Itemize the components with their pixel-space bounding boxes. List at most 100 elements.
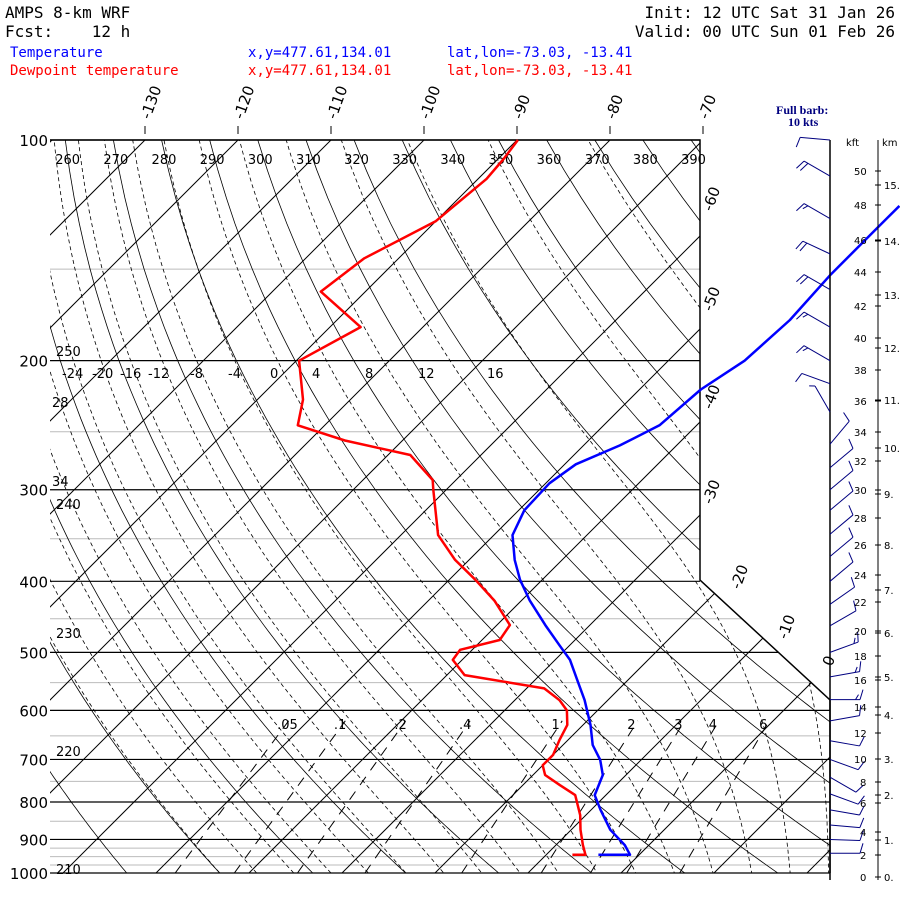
wind-barb (809, 385, 831, 413)
moist-adiabat (50, 140, 420, 873)
moist-adiabat (487, 140, 830, 873)
moist-adiabat-label: -20 (92, 367, 113, 382)
wind-barb (829, 527, 854, 557)
barb-feather (855, 784, 864, 793)
dry-adiabat-label: 380 (633, 153, 658, 168)
isotherm-label: -100 (416, 83, 445, 121)
isotherm-side-label: -60 (699, 184, 724, 213)
moist-adiabat-label: -24 (62, 367, 83, 382)
barb-shaft (803, 160, 831, 177)
dry-adiabat (257, 140, 830, 873)
barb-feather (857, 795, 865, 805)
barb-shaft (829, 776, 857, 793)
legend-temperature-name: Temperature (10, 45, 103, 61)
mixing-ratio-label: .05 (277, 718, 298, 733)
legend-dewpoint-name: Dewpoint temperature (10, 63, 179, 79)
moist-adiabat-label: -4 (228, 367, 241, 382)
barb-feather (796, 345, 805, 354)
kft-tick-label: 16 (854, 676, 867, 687)
isotherm-line (884, 140, 900, 889)
barb-shaft (829, 514, 854, 535)
dry-adiabat-label: 260 (55, 153, 80, 168)
km-tick-label: 10. (884, 444, 900, 455)
wind-barb (829, 631, 859, 653)
barb-feather (799, 162, 809, 171)
pressure-tick-label: 100 (19, 132, 48, 150)
kft-tick-label: 46 (854, 236, 867, 247)
barb-feather (848, 527, 854, 538)
kft-tick-label: 22 (854, 598, 867, 609)
barb-shaft (803, 203, 831, 220)
dry-adiabat (836, 140, 900, 889)
isotherm-label: -90 (509, 92, 534, 121)
barb-shaft (829, 715, 860, 722)
barb-key-title: Full barb: (776, 103, 828, 117)
barb-feather (848, 481, 854, 492)
barb-shaft (829, 838, 860, 842)
dry-adiabat (0, 140, 46, 889)
moist-adiabat (285, 140, 718, 873)
moist-adiabat-label: 12 (418, 367, 435, 382)
kft-tick-label: 10 (854, 755, 867, 766)
kft-tick-label: 24 (854, 571, 867, 582)
moist-adiabat (50, 140, 234, 873)
wind-barb (829, 830, 864, 842)
barb-shaft (829, 793, 859, 805)
mixing-ratio-line (679, 720, 770, 873)
barb-feather (855, 694, 859, 700)
isotherm-label: -80 (602, 92, 627, 121)
barb-feather (802, 205, 809, 210)
barb-shaft (829, 561, 854, 582)
wind-barb (829, 481, 854, 511)
barb-shaft (829, 758, 859, 771)
kft-tick-label: 8 (860, 778, 866, 789)
pressure-tick-label: 900 (19, 831, 48, 849)
isotherm-line (605, 140, 830, 873)
dry-adiabat-label: 340 (440, 153, 465, 168)
left-label: 34 (52, 475, 69, 490)
pressure-tick-label: 200 (19, 353, 48, 371)
mixing-ratio-label: .4 (459, 718, 471, 733)
barb-feather (859, 705, 862, 716)
isotherm-side-label: -30 (699, 477, 724, 506)
mixing-ratio-label: 2 (627, 718, 635, 733)
dry-adiabat (884, 140, 900, 889)
moist-adiabat-label: -16 (120, 367, 141, 382)
isotherm-side-label: -50 (699, 284, 724, 313)
kft-tick-label: 14 (854, 703, 867, 714)
barb-feather (859, 817, 865, 828)
wind-barb (829, 736, 865, 747)
barb-feather (799, 242, 808, 252)
wind-barb (829, 776, 864, 793)
moist-adiabat (50, 140, 271, 873)
barb-shaft (803, 345, 831, 362)
dry-adiabat-label: 290 (200, 153, 225, 168)
moist-adiabat (78, 140, 495, 873)
dry-adiabat-label: 360 (537, 153, 562, 168)
pressure-tick-label: 500 (19, 644, 48, 662)
dry-adiabat-left-label: 220 (56, 745, 81, 760)
moist-adiabat-label: 16 (487, 367, 504, 382)
barb-feather (859, 843, 864, 854)
barb-feather (802, 347, 809, 352)
forecast-hour: Fcst: 12 h (5, 22, 131, 41)
legend-dewpoint-latlon: lat,lon=-73.03, -13.41 (447, 63, 633, 79)
moist-adiabat (50, 140, 383, 873)
dry-adiabat-label: 330 (392, 153, 417, 168)
kft-tick-label: 38 (854, 366, 867, 377)
mixing-ratio-label: .1 (334, 718, 346, 733)
barb-shaft (814, 385, 831, 413)
moist-adiabat-label: 4 (312, 367, 320, 382)
barb-shaft (829, 671, 860, 678)
dry-adiabat-label: 390 (681, 153, 706, 168)
barb-shaft (802, 240, 831, 255)
moist-adiabat-label: -12 (148, 367, 169, 382)
barb-feather (795, 240, 804, 250)
wind-barb (796, 311, 831, 328)
isotherm-line (140, 140, 830, 873)
moist-adiabat (163, 140, 606, 873)
dry-adiabat (546, 140, 830, 873)
kft-tick-label: 34 (854, 428, 867, 439)
barb-shaft (829, 536, 854, 557)
km-tick-label: 9. (884, 490, 894, 501)
